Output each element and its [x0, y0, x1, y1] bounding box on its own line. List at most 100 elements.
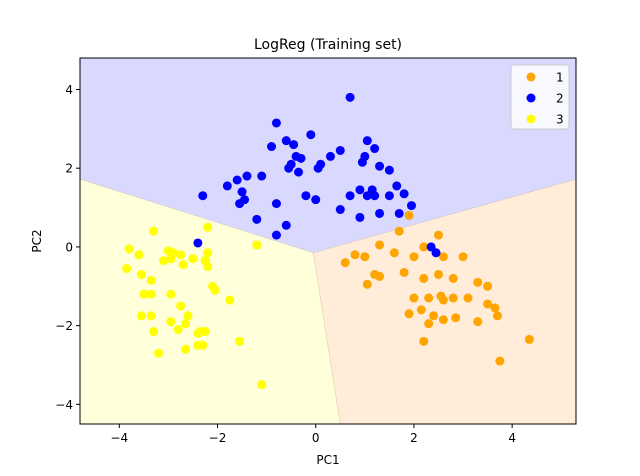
x-tick-label: 0: [312, 431, 320, 445]
point-class-3: [183, 311, 193, 321]
point-class-3: [146, 275, 156, 285]
point-class-2: [355, 212, 365, 222]
point-class-2: [193, 238, 203, 248]
point-class-3: [193, 328, 203, 338]
point-class-2: [313, 163, 323, 173]
legend-item-1: 1: [526, 71, 564, 85]
x-tick-label: −4: [110, 431, 128, 445]
point-class-1: [451, 313, 461, 323]
point-class-1: [424, 319, 434, 329]
point-class-2: [311, 195, 321, 205]
point-class-2: [375, 161, 385, 171]
point-class-2: [399, 189, 409, 199]
point-class-1: [483, 299, 493, 309]
point-class-1: [360, 252, 370, 262]
point-class-3: [139, 289, 149, 299]
point-class-2: [281, 220, 291, 230]
point-class-2: [271, 118, 281, 128]
point-class-3: [210, 285, 220, 295]
point-class-2: [242, 171, 252, 181]
point-class-1: [429, 311, 439, 321]
point-class-1: [492, 311, 502, 321]
point-class-1: [350, 250, 360, 260]
legend-label: 2: [556, 92, 564, 106]
point-class-1: [463, 293, 473, 303]
point-class-2: [392, 181, 402, 191]
point-class-2: [257, 171, 267, 181]
legend-marker: [526, 114, 536, 124]
legend-item-2: 2: [526, 92, 564, 106]
point-class-2: [335, 145, 345, 155]
point-class-1: [438, 252, 448, 262]
legend: 1 2 3: [510, 64, 570, 130]
point-class-1: [419, 336, 429, 346]
point-class-2: [406, 201, 416, 211]
point-class-3: [154, 348, 164, 358]
point-class-3: [203, 248, 213, 258]
legend-box: [510, 64, 570, 130]
point-class-1: [389, 248, 399, 258]
point-class-2: [284, 163, 294, 173]
point-class-1: [409, 293, 419, 303]
x-tick-label: −2: [209, 431, 227, 445]
point-class-1: [458, 252, 468, 262]
point-class-2: [222, 181, 232, 191]
point-class-3: [136, 269, 146, 279]
point-class-1: [404, 210, 414, 220]
point-class-2: [267, 142, 277, 152]
y-tick-label: 0: [65, 240, 73, 254]
point-class-2: [271, 230, 281, 240]
point-class-3: [158, 256, 168, 266]
point-class-3: [181, 319, 191, 329]
legend-item-3: 3: [526, 113, 564, 127]
x-tick-label: 2: [410, 431, 418, 445]
point-class-3: [173, 325, 183, 335]
point-class-2: [198, 191, 208, 201]
point-class-1: [416, 305, 426, 315]
point-class-3: [124, 244, 134, 254]
point-class-1: [490, 303, 500, 313]
series-2: [193, 92, 441, 258]
y-tick-label: −4: [55, 398, 73, 412]
point-class-1: [375, 240, 385, 250]
point-class-3: [200, 327, 210, 337]
point-class-3: [136, 311, 146, 321]
point-class-2: [370, 144, 380, 154]
point-class-2: [394, 208, 404, 218]
point-class-3: [166, 289, 176, 299]
point-class-2: [431, 248, 441, 258]
point-class-2: [306, 130, 316, 140]
point-class-2: [357, 157, 367, 167]
point-class-1: [438, 295, 448, 305]
point-class-1: [524, 334, 534, 344]
point-class-1: [483, 281, 493, 291]
point-class-1: [495, 356, 505, 366]
point-class-2: [345, 92, 355, 102]
plot-frame: [79, 57, 577, 425]
point-class-3: [225, 295, 235, 305]
point-class-1: [419, 242, 429, 252]
point-class-3: [146, 311, 156, 321]
point-class-2: [232, 175, 242, 185]
point-class-1: [438, 315, 448, 325]
point-class-1: [448, 273, 458, 283]
point-class-3: [134, 250, 144, 260]
point-class-1: [434, 269, 443, 279]
series-1: [340, 210, 534, 366]
point-class-3: [146, 289, 156, 299]
point-class-2: [355, 185, 365, 195]
point-class-2: [301, 191, 311, 201]
point-class-2: [271, 199, 281, 209]
point-class-2: [362, 136, 372, 146]
point-class-1: [394, 226, 404, 236]
point-class-2: [375, 208, 385, 218]
point-class-3: [203, 262, 213, 272]
point-class-2: [335, 205, 345, 215]
point-class-3: [203, 222, 213, 232]
legend-label: 3: [556, 113, 564, 127]
point-class-3: [252, 240, 262, 250]
legend-marker: [526, 93, 536, 103]
point-class-1: [473, 277, 483, 287]
point-class-1: [375, 271, 385, 281]
